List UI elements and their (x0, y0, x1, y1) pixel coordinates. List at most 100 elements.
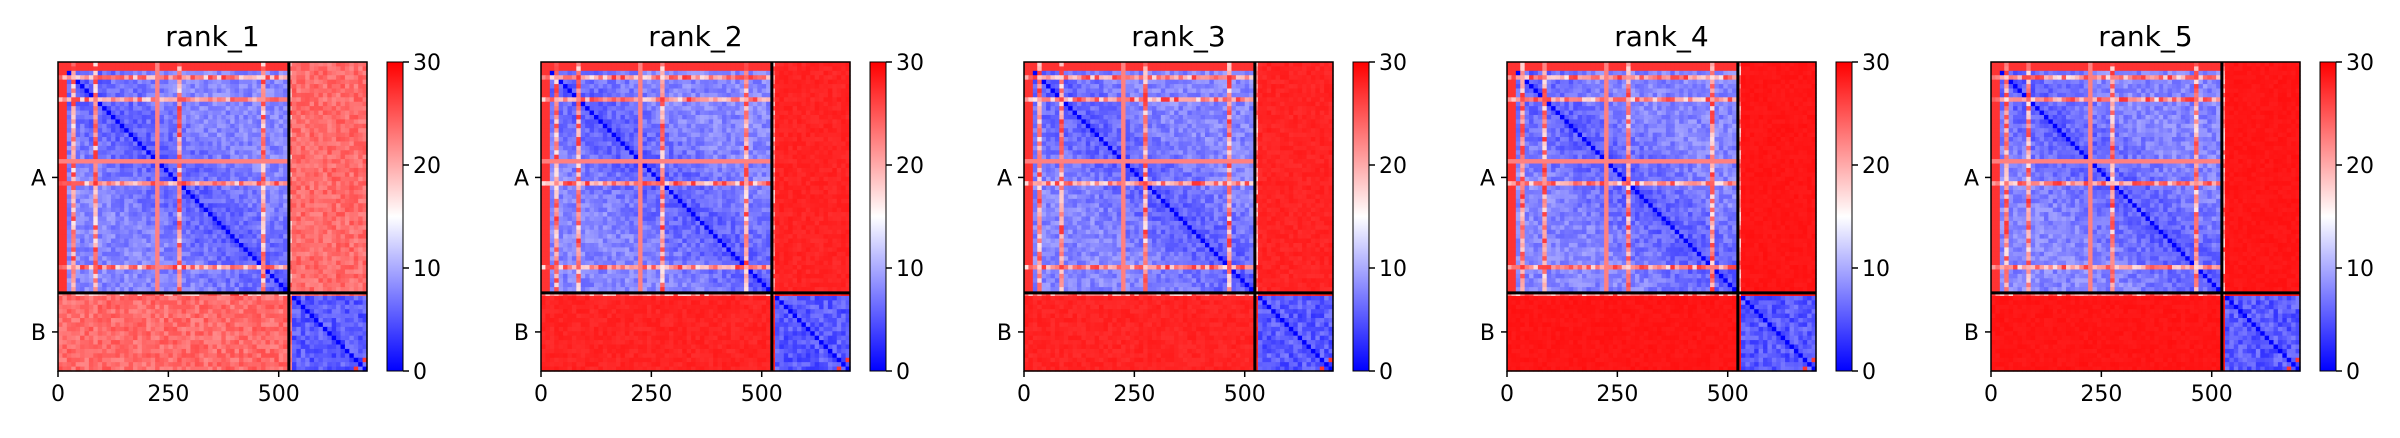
heatmap-cell (133, 123, 139, 129)
heatmap-cell (225, 313, 231, 319)
heatmap-cell (128, 318, 134, 324)
heatmap-cell (124, 185, 130, 191)
heatmap-cell (71, 366, 77, 372)
heatmap-cell (177, 269, 183, 275)
heatmap-cell (362, 154, 368, 160)
heatmap-cell (300, 141, 306, 147)
heatmap-cell (84, 97, 90, 103)
heatmap-cell (119, 97, 125, 103)
heatmap-cell (283, 84, 289, 90)
heatmap-cell (291, 278, 297, 284)
heatmap-cell (291, 212, 297, 218)
heatmap-cell (93, 62, 99, 68)
heatmap-cell (318, 62, 324, 68)
heatmap-cell (278, 260, 284, 266)
heatmap-cell (199, 92, 205, 98)
heatmap-cell (163, 225, 169, 231)
heatmap-cell (75, 304, 81, 310)
heatmap-cell (102, 225, 108, 231)
heatmap-cell (761, 62, 767, 68)
heatmap-cell (199, 247, 205, 253)
heatmap-cell (322, 79, 328, 85)
heatmap-cell (75, 335, 81, 341)
heatmap-cell (256, 326, 262, 332)
heatmap-cell (314, 119, 320, 125)
heatmap-cell (252, 128, 258, 134)
heatmap-cell (155, 114, 161, 120)
heatmap-cell (137, 247, 143, 253)
heatmap-cell (278, 185, 284, 191)
heatmap-cell (150, 318, 156, 324)
heatmap-cell (305, 251, 311, 257)
heatmap-cell (199, 62, 205, 68)
heatmap-cell (349, 84, 355, 90)
heatmap-cell (190, 97, 196, 103)
heatmap-cell (190, 203, 196, 209)
heatmap-cell (141, 247, 147, 253)
heatmap-cell (71, 340, 77, 346)
heatmap-cell (75, 106, 81, 112)
heatmap-cell (177, 265, 183, 271)
heatmap-cell (102, 128, 108, 134)
heatmap-cell (141, 198, 147, 204)
heatmap-cell (221, 309, 227, 315)
heatmap-cell (252, 282, 258, 288)
heatmap-cell (172, 84, 178, 90)
heatmap-cell (300, 145, 306, 151)
heatmap-cell (256, 172, 262, 178)
heatmap-cell (110, 295, 116, 301)
heatmap-cell (203, 150, 209, 156)
heatmap-cell (93, 181, 99, 187)
heatmap-cell (349, 220, 355, 226)
heatmap-cell (300, 278, 306, 284)
heatmap-cell (141, 220, 147, 226)
heatmap-cell (234, 163, 240, 169)
heatmap-cell (362, 190, 368, 196)
heatmap-cell (128, 238, 134, 244)
heatmap-cell (318, 110, 324, 116)
heatmap-cell (238, 300, 244, 306)
heatmap-cell (71, 88, 77, 94)
heatmap-cell (141, 154, 147, 160)
heatmap-cell (58, 251, 64, 257)
x-tick-label: 0 (51, 382, 65, 407)
heatmap-cell (199, 132, 205, 138)
heatmap-cell (238, 335, 244, 341)
heatmap-cell (93, 114, 99, 120)
heatmap-cell (141, 318, 147, 324)
heatmap-cell (155, 84, 161, 90)
heatmap-cell (305, 322, 311, 328)
heatmap-cell (314, 141, 320, 147)
heatmap-cell (137, 335, 143, 341)
heatmap-cell (93, 110, 99, 116)
heatmap-cell (115, 247, 121, 253)
heatmap-cell (309, 234, 315, 240)
heatmap-cell (146, 79, 152, 85)
heatmap-cell (208, 353, 214, 359)
colorbar-tick-label: 0 (413, 360, 427, 385)
heatmap-cell (102, 326, 108, 332)
heatmap-cell (314, 62, 320, 68)
heatmap-cell (84, 282, 90, 288)
heatmap-cell (110, 207, 116, 213)
heatmap-cell (199, 128, 205, 134)
heatmap-cell (88, 163, 94, 169)
heatmap-cell (177, 75, 183, 81)
heatmap-cell (353, 198, 359, 204)
heatmap-cell (88, 212, 94, 218)
heatmap-cell (62, 260, 68, 266)
heatmap-cell (115, 278, 121, 284)
heatmap-cell (340, 97, 346, 103)
heatmap-cell (269, 216, 275, 222)
heatmap-cell (58, 141, 64, 147)
heatmap-cell (194, 207, 200, 213)
heatmap-cell (344, 278, 350, 284)
heatmap-cell (119, 335, 125, 341)
heatmap-cell (190, 366, 196, 372)
heatmap-cell (340, 62, 346, 68)
heatmap-cell (137, 278, 143, 284)
heatmap-cell (80, 362, 86, 368)
heatmap-cell (252, 313, 258, 319)
heatmap-cell (62, 287, 68, 293)
